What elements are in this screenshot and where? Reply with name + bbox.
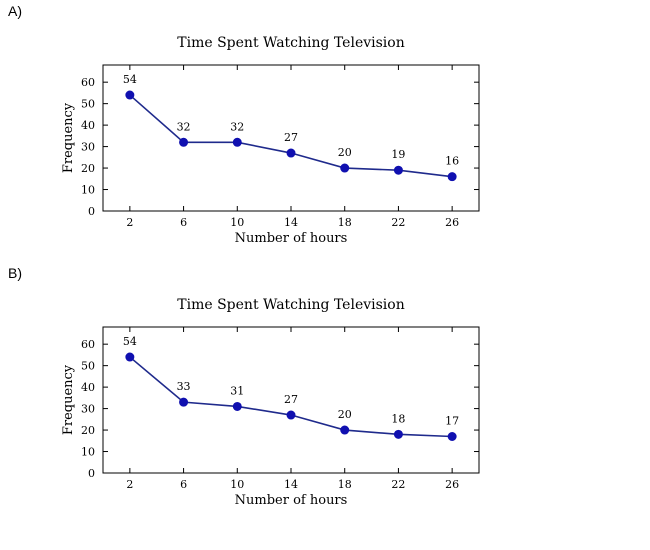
- data-label: 20: [338, 146, 352, 159]
- data-point: [447, 432, 457, 441]
- x-tick-label: 14: [284, 216, 298, 229]
- data-label: 16: [445, 155, 459, 168]
- data-label: 31: [230, 384, 244, 397]
- data-point: [340, 163, 350, 173]
- y-tick-label: 10: [81, 184, 95, 197]
- y-tick-label: 50: [81, 98, 95, 111]
- data-label: 19: [391, 148, 405, 161]
- data-point: [232, 401, 242, 411]
- option-b-chart: Time Spent Watching Television 0 10 20 30 40 5…: [61, 297, 480, 508]
- data-label: 27: [284, 131, 298, 144]
- x-tick-label: 10: [230, 478, 244, 491]
- y-tick-label: 60: [81, 338, 95, 351]
- data-label: 32: [177, 120, 191, 133]
- x-tick-label: 18: [338, 478, 352, 491]
- data-label: 32: [230, 120, 244, 133]
- data-label: 54: [123, 73, 137, 86]
- y-axis-label: Frequency: [61, 102, 76, 173]
- data-label: 20: [338, 408, 352, 421]
- x-axis-label: Number of hours: [235, 231, 348, 246]
- y-tick-label: 60: [81, 76, 95, 89]
- y-tick-label: 20: [81, 162, 95, 175]
- y-tick-label: 50: [81, 360, 95, 373]
- y-tick-label: 20: [81, 424, 95, 437]
- x-tick-label: 10: [230, 216, 244, 229]
- data-point: [125, 352, 135, 362]
- data-point: [447, 172, 457, 182]
- data-point: [179, 137, 189, 147]
- x-tick-label: 22: [391, 478, 405, 491]
- y-tick-label: 0: [88, 467, 95, 480]
- chart-title: Time Spent Watching Television: [177, 297, 404, 313]
- x-tick-label: 18: [338, 216, 352, 229]
- y-axis-label: Frequency: [61, 364, 76, 435]
- y-tick-label: 40: [81, 119, 95, 132]
- data-point: [232, 137, 242, 147]
- data-label: 27: [284, 393, 298, 406]
- option-b-label: B): [8, 265, 22, 281]
- x-tick-label: 2: [126, 478, 133, 491]
- y-tick-label: 30: [81, 403, 95, 416]
- data-point: [340, 425, 350, 435]
- data-point: [393, 429, 403, 439]
- x-tick-label: 22: [391, 216, 405, 229]
- x-tick-label: 26: [445, 216, 459, 229]
- y-tick-label: 40: [81, 381, 95, 394]
- data-label: 54: [123, 335, 137, 348]
- option-a-label: A): [8, 3, 22, 19]
- y-tick-label: 0: [88, 205, 95, 218]
- y-tick-label: 10: [81, 446, 95, 459]
- x-tick-label: 6: [180, 478, 187, 491]
- data-label: 18: [391, 412, 405, 425]
- data-point: [125, 90, 135, 100]
- data-point: [393, 165, 403, 175]
- option-a-chart: Time Spent Watching Television 0 10 20 30 40 5…: [61, 35, 480, 246]
- data-label: 33: [177, 380, 191, 393]
- x-tick-label: 14: [284, 478, 298, 491]
- y-tick-label: 30: [81, 141, 95, 154]
- data-point: [179, 397, 189, 407]
- x-tick-label: 2: [126, 216, 133, 229]
- data-label: 17: [445, 415, 459, 428]
- data-point: [286, 148, 296, 158]
- x-tick-label: 26: [445, 478, 459, 491]
- x-tick-label: 6: [180, 216, 187, 229]
- chart-title: Time Spent Watching Television: [177, 35, 404, 51]
- data-point: [286, 410, 296, 420]
- x-axis-label: Number of hours: [235, 493, 348, 508]
